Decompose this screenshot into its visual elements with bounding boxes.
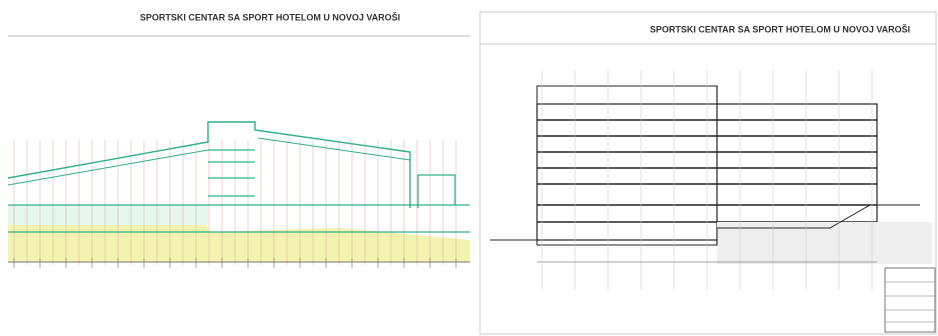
- page: SPORTSKI CENTAR SA SPORT HOTELOM U NOVOJ…: [0, 0, 938, 336]
- panel-title: SPORTSKI CENTAR SA SPORT HOTELOM U NOVOJ…: [650, 23, 910, 34]
- panel-title: SPORTSKI CENTAR SA SPORT HOTELOM U NOVOJ…: [140, 11, 400, 22]
- ground-band: [8, 205, 208, 225]
- drawing-sheet: SPORTSKI CENTAR SA SPORT HOTELOM U NOVOJ…: [0, 0, 938, 336]
